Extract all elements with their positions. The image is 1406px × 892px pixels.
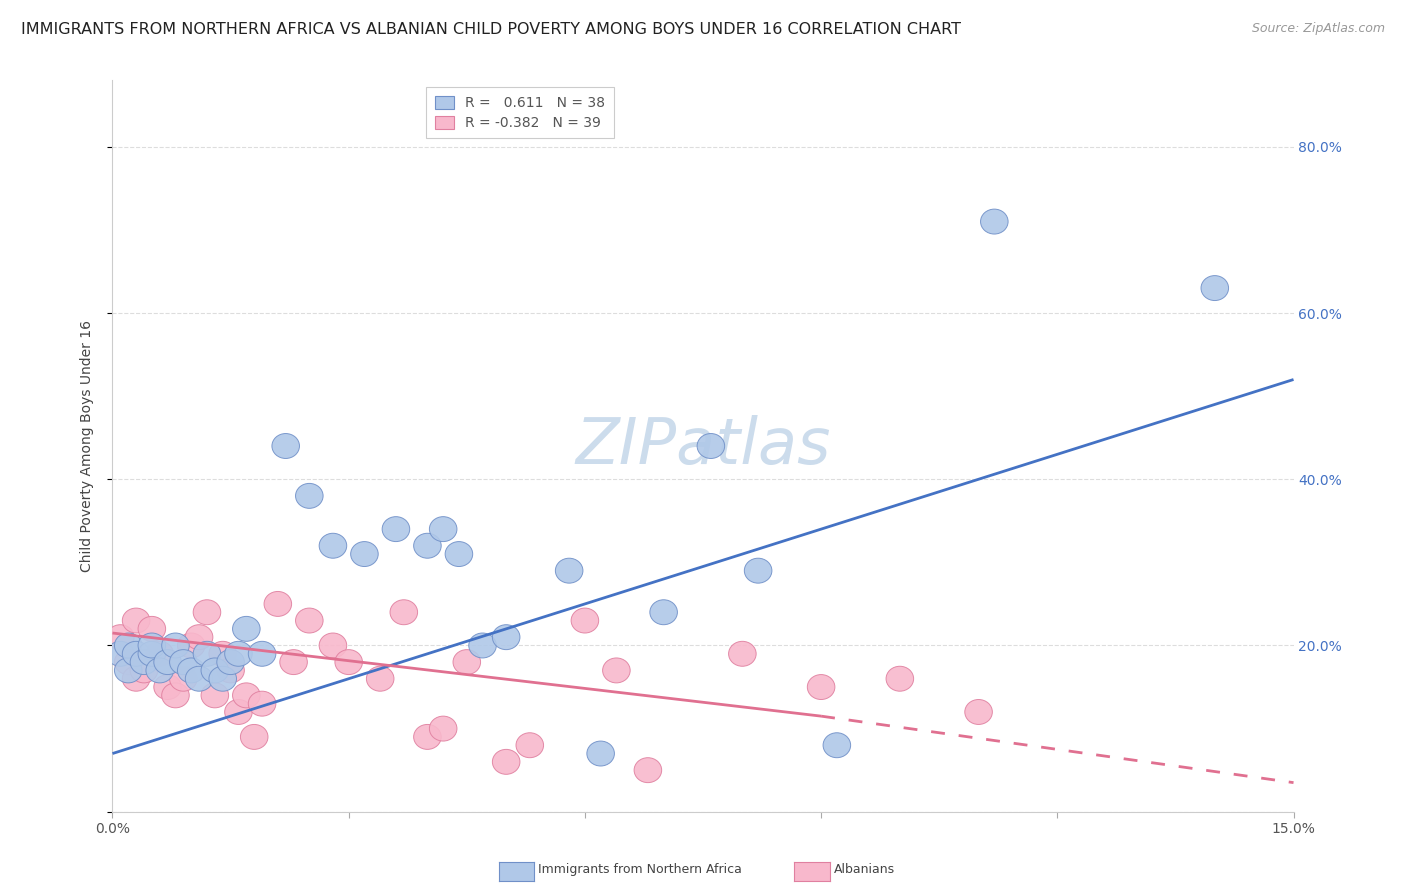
Ellipse shape [209, 641, 236, 666]
Ellipse shape [138, 633, 166, 658]
Ellipse shape [413, 724, 441, 749]
Ellipse shape [264, 591, 291, 616]
Ellipse shape [122, 641, 150, 666]
Ellipse shape [114, 633, 142, 658]
Text: ZIPatlas: ZIPatlas [575, 415, 831, 477]
Ellipse shape [232, 683, 260, 708]
Ellipse shape [823, 732, 851, 757]
Ellipse shape [980, 209, 1008, 234]
Ellipse shape [555, 558, 583, 583]
Ellipse shape [271, 434, 299, 458]
Ellipse shape [146, 658, 173, 683]
Ellipse shape [193, 641, 221, 666]
Ellipse shape [280, 649, 308, 674]
Ellipse shape [728, 641, 756, 666]
Ellipse shape [603, 658, 630, 683]
Ellipse shape [162, 633, 190, 658]
Text: Immigrants from Northern Africa: Immigrants from Northern Africa [538, 863, 742, 876]
Ellipse shape [201, 658, 229, 683]
Ellipse shape [468, 633, 496, 658]
Ellipse shape [429, 516, 457, 541]
Ellipse shape [186, 624, 212, 649]
Ellipse shape [319, 633, 347, 658]
Y-axis label: Child Poverty Among Boys Under 16: Child Poverty Among Boys Under 16 [80, 320, 94, 572]
Ellipse shape [217, 658, 245, 683]
Ellipse shape [146, 641, 173, 666]
Ellipse shape [217, 649, 245, 674]
Ellipse shape [807, 674, 835, 699]
Ellipse shape [516, 732, 544, 757]
Ellipse shape [177, 633, 205, 658]
Ellipse shape [350, 541, 378, 566]
Ellipse shape [571, 608, 599, 633]
Ellipse shape [201, 683, 229, 708]
Ellipse shape [413, 533, 441, 558]
Ellipse shape [335, 649, 363, 674]
Ellipse shape [114, 658, 142, 683]
Ellipse shape [122, 608, 150, 633]
Ellipse shape [965, 699, 993, 724]
Ellipse shape [744, 558, 772, 583]
Ellipse shape [586, 741, 614, 766]
Ellipse shape [1201, 276, 1229, 301]
Ellipse shape [886, 666, 914, 691]
Ellipse shape [138, 616, 166, 641]
Ellipse shape [249, 641, 276, 666]
Legend: R =   0.611   N = 38, R = -0.382   N = 39: R = 0.611 N = 38, R = -0.382 N = 39 [426, 87, 613, 138]
Ellipse shape [367, 666, 394, 691]
Ellipse shape [153, 649, 181, 674]
Ellipse shape [225, 641, 252, 666]
Ellipse shape [193, 599, 221, 624]
Ellipse shape [295, 608, 323, 633]
Ellipse shape [153, 674, 181, 699]
Ellipse shape [453, 649, 481, 674]
Ellipse shape [107, 624, 134, 649]
Ellipse shape [232, 616, 260, 641]
Ellipse shape [177, 658, 205, 683]
Ellipse shape [186, 666, 212, 691]
Ellipse shape [114, 649, 142, 674]
Ellipse shape [382, 516, 409, 541]
Ellipse shape [170, 666, 197, 691]
Ellipse shape [107, 641, 134, 666]
Ellipse shape [249, 691, 276, 716]
Ellipse shape [492, 749, 520, 774]
Ellipse shape [138, 641, 166, 666]
Ellipse shape [122, 666, 150, 691]
Ellipse shape [697, 434, 724, 458]
Ellipse shape [634, 757, 662, 782]
Ellipse shape [429, 716, 457, 741]
Ellipse shape [240, 724, 269, 749]
Ellipse shape [209, 666, 236, 691]
Text: IMMIGRANTS FROM NORTHERN AFRICA VS ALBANIAN CHILD POVERTY AMONG BOYS UNDER 16 CO: IMMIGRANTS FROM NORTHERN AFRICA VS ALBAN… [21, 22, 962, 37]
Ellipse shape [492, 624, 520, 649]
Ellipse shape [170, 649, 197, 674]
Text: Source: ZipAtlas.com: Source: ZipAtlas.com [1251, 22, 1385, 36]
Ellipse shape [295, 483, 323, 508]
Ellipse shape [131, 658, 157, 683]
Ellipse shape [162, 683, 190, 708]
Ellipse shape [389, 599, 418, 624]
Ellipse shape [131, 649, 157, 674]
Ellipse shape [650, 599, 678, 624]
Ellipse shape [446, 541, 472, 566]
Ellipse shape [225, 699, 252, 724]
Ellipse shape [319, 533, 347, 558]
Text: Albanians: Albanians [834, 863, 894, 876]
